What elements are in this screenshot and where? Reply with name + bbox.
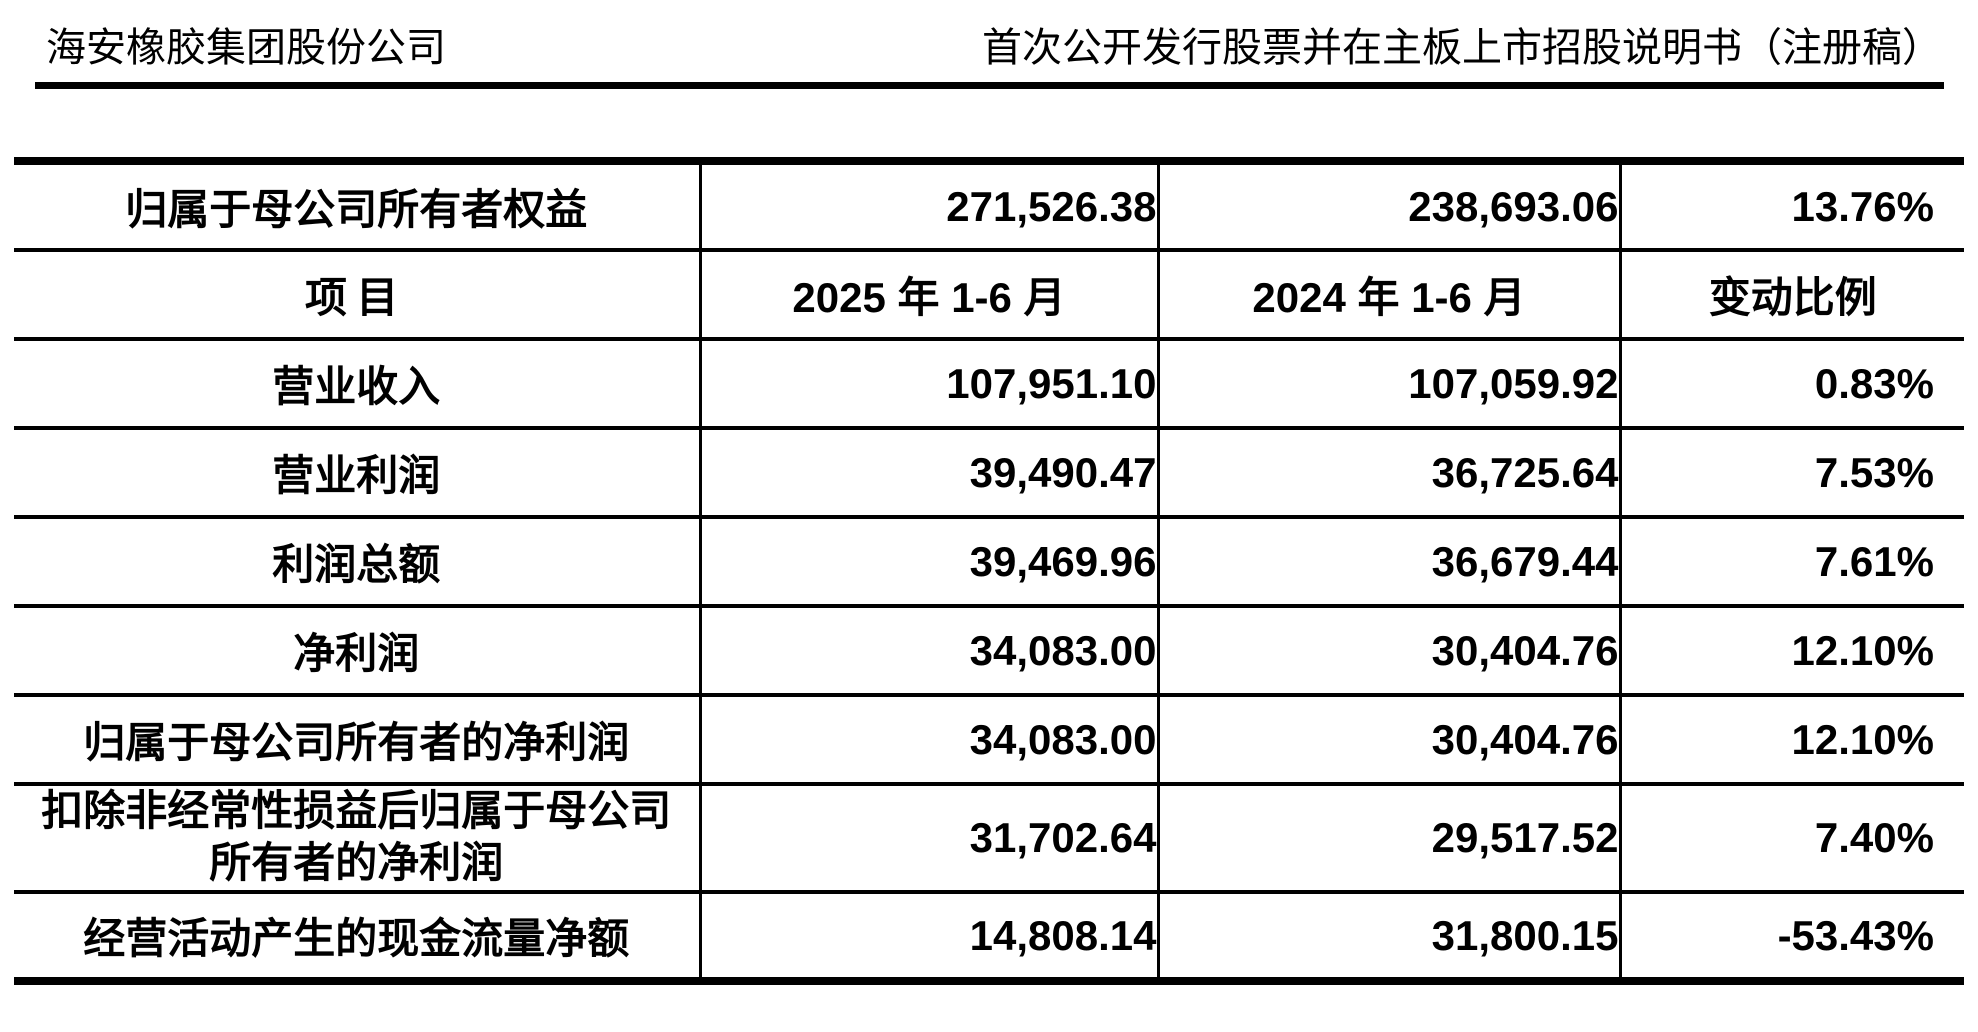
header-divider [35,82,1944,89]
value-2025: 31,702.64 [700,784,1160,894]
value-2024: 30,404.76 [1158,606,1622,697]
value-2025: 39,490.47 [700,428,1160,519]
table-row-operating-revenue: 营业收入 107,951.10 107,059.92 0.83% [14,339,1964,430]
row-label: 归属于母公司所有者权益 [14,161,702,252]
row-label: 经营活动产生的现金流量净额 [14,892,702,981]
row-label: 利润总额 [14,517,702,608]
value-2024: 30,404.76 [1158,695,1622,786]
row-label: 归属于母公司所有者的净利润 [14,695,702,786]
table-row-total-profit: 利润总额 39,469.96 36,679.44 7.61% [14,517,1964,608]
row-label: 营业收入 [14,339,702,430]
value-2025: 34,083.00 [700,606,1160,697]
col-header-change: 变动比例 [1620,250,1964,341]
table-row-net-profit-deducting-nonrecurring: 扣除非经常性损益后归属于母公司 所有者的净利润 31,702.64 29,517… [14,784,1964,894]
change-ratio: 12.10% [1620,695,1964,786]
change-ratio: 0.83% [1620,339,1964,430]
change-ratio: 13.76% [1620,161,1964,252]
table-row-net-profit: 净利润 34,083.00 30,404.76 12.10% [14,606,1964,697]
col-header-2024: 2024 年 1-6 月 [1158,250,1622,341]
row-label: 净利润 [14,606,702,697]
value-2024: 29,517.52 [1158,784,1622,894]
table-row-operating-cash-flow: 经营活动产生的现金流量净额 14,808.14 31,800.15 -53.43… [14,892,1964,981]
table-row-parent-equity: 归属于母公司所有者权益 271,526.38 238,693.06 13.76% [14,161,1964,252]
col-header-2025: 2025 年 1-6 月 [700,250,1160,341]
row-label: 营业利润 [14,428,702,519]
value-2025: 34,083.00 [700,695,1160,786]
row-label-line-2: 所有者的净利润 [209,841,504,887]
col-header-item: 项目 [14,250,702,341]
company-name: 海安橡胶集团股份公司 [46,25,446,70]
table-row-operating-profit: 营业利润 39,490.47 36,725.64 7.53% [14,428,1964,519]
value-2024: 238,693.06 [1158,161,1622,252]
change-ratio: -53.43% [1777,911,1934,959]
table-header-row: 项目 2025 年 1-6 月 2024 年 1-6 月 变动比例 [14,250,1964,341]
value-2025: 271,526.38 [700,161,1160,252]
change-ratio: 7.53% [1620,428,1964,519]
row-label: 扣除非经常性损益后归属于母公司 所有者的净利润 [14,784,702,894]
document-title: 首次公开发行股票并在主板上市招股说明书（注册稿） [982,25,1942,70]
change-ratio: 7.40% [1620,784,1964,894]
value-2025: 107,951.10 [700,339,1160,430]
value-2024: 36,679.44 [1158,517,1622,608]
value-2025: 39,469.96 [700,517,1160,608]
row-label-line-1: 扣除非经常性损益后归属于母公司 [41,789,672,835]
page-header: 海安橡胶集团股份公司 首次公开发行股票并在主板上市招股说明书（注册稿） [0,0,1978,72]
value-2024: 107,059.92 [1158,339,1622,430]
financial-summary-table: 归属于母公司所有者权益 271,526.38 238,693.06 13.76%… [14,157,1964,985]
value-2024: 31,800.15 [1158,892,1622,981]
value-2024: 36,725.64 [1158,428,1622,519]
table-row-net-profit-parent: 归属于母公司所有者的净利润 34,083.00 30,404.76 12.10% [14,695,1964,786]
change-ratio: 12.10% [1620,606,1964,697]
value-2025: 14,808.14 [700,892,1160,981]
change-ratio: 7.61% [1620,517,1964,608]
